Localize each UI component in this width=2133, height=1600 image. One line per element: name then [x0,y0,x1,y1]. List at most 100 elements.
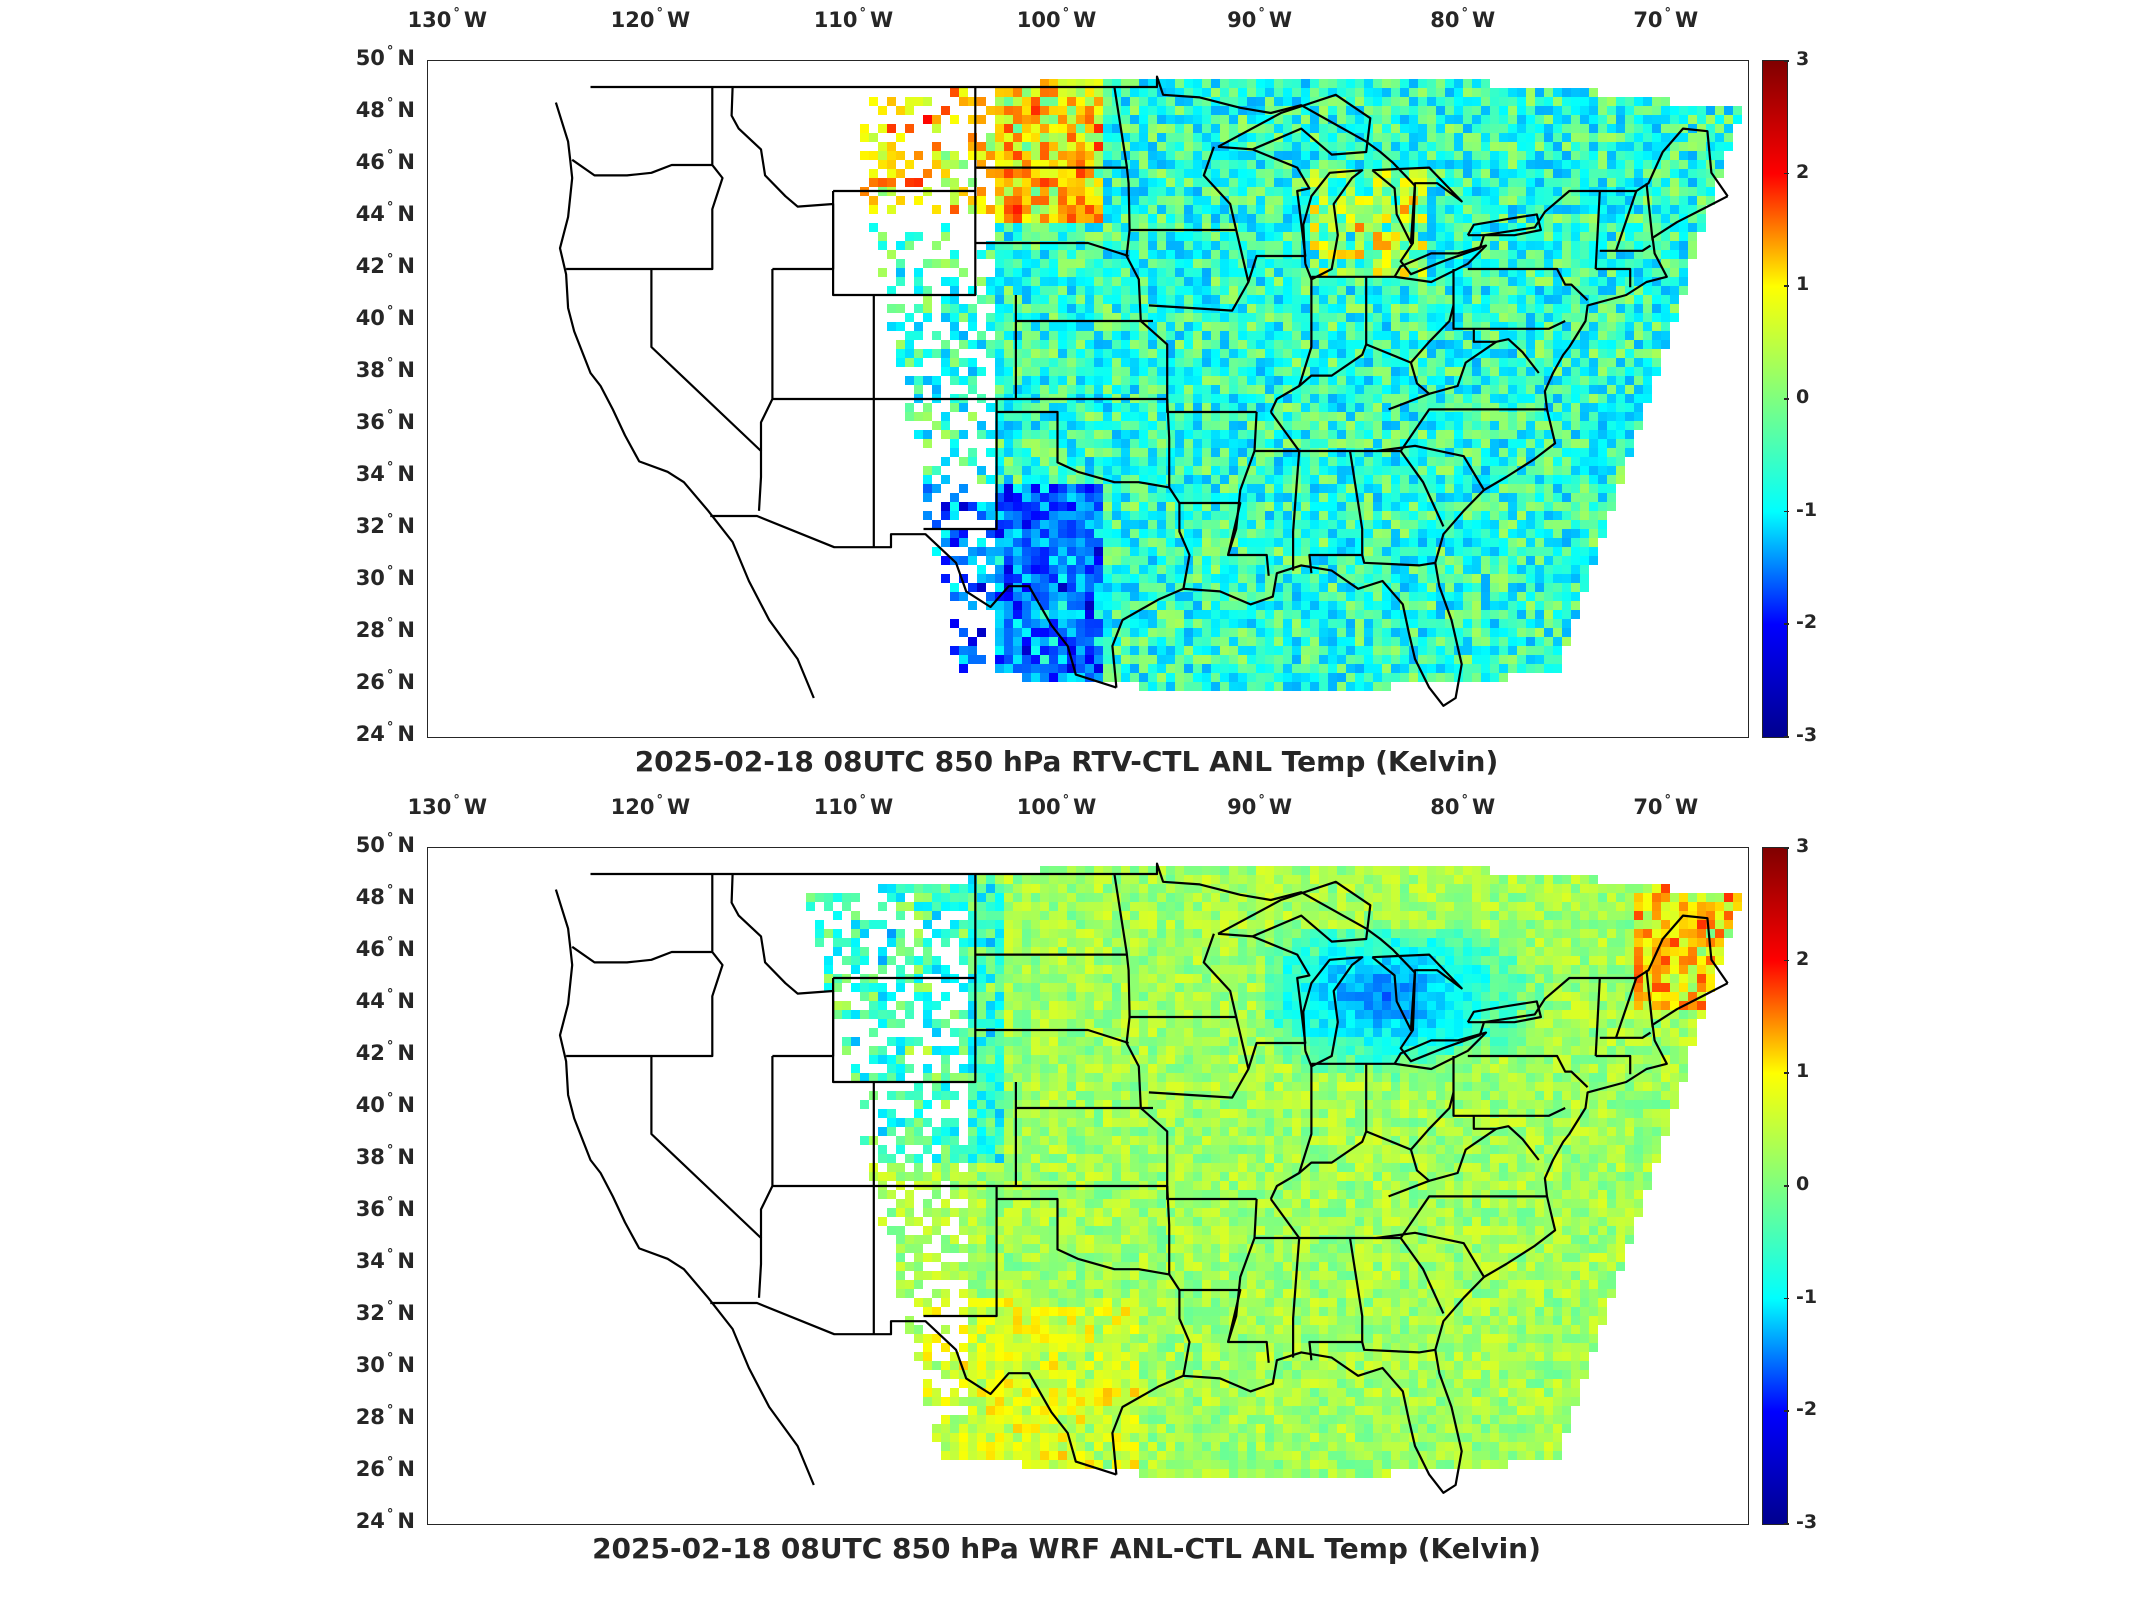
state-boundary [730,873,835,1058]
latitude-tick-label: 42 ° N [355,252,415,278]
map-svg [554,862,1742,1494]
colorbar-tick-mark [1784,959,1789,962]
state-boundary [1599,244,1652,252]
state-boundary [1178,1290,1191,1376]
latitude-tick-label: 42 ° N [355,1039,415,1065]
colorbar-tick-label: -1 [1796,1285,1818,1308]
state-boundary [1467,1054,1589,1088]
colorbar-tick-mark [1784,1185,1789,1187]
state-boundary [996,1185,1171,1276]
state-boundary [1452,1056,1566,1117]
map-svg [554,75,1742,707]
state-boundary [772,1082,875,1188]
colorbar-tick-label: -2 [1796,1398,1818,1421]
state-boundary [1614,977,1638,1039]
latitude-tick-label: 40 ° N [355,304,415,330]
great-lake-outline [1302,169,1364,281]
latitude-tick-label: 40 ° N [355,1091,415,1117]
state-boundary [1595,267,1632,288]
state-boundary [1298,1063,1313,1174]
state-boundary [1168,1273,1270,1363]
map-outlines [554,862,1729,1494]
great-lake-outline [1371,166,1463,245]
great-lake-outline [1371,953,1463,1032]
mexico-border [710,514,1117,689]
state-boundary [975,1028,1129,1045]
colorbar-tick-mark [1784,510,1789,513]
latitude-tick-label: 38 ° N [355,1143,415,1169]
state-boundary [996,398,1171,489]
longitude-tick-label: 90 ° W [1227,793,1293,819]
state-boundary [1361,1341,1436,1354]
longitude-tick-label: 130 ° W [407,793,488,819]
state-boundary [1452,269,1566,330]
colorbar-tick-label: 0 [1796,1173,1810,1195]
colorbar-tick-mark [1784,285,1789,287]
state-boundary [1178,503,1191,589]
colorbar-tick-mark [1784,1072,1789,1074]
colorbar-tick-mark [1784,172,1789,175]
colorbar-tick-label: 1 [1796,1060,1810,1083]
state-boundary [566,874,724,1058]
longitude-tick-label: 120 ° W [610,6,691,32]
state-boundary [1376,444,1485,491]
state-boundary [923,1186,998,1318]
colorbar-tick-mark [1784,1410,1789,1412]
state-boundary [1376,1231,1485,1278]
state-boundary [1269,1130,1431,1200]
latitude-tick-label: 32 ° N [355,1299,415,1325]
state-boundary [1269,411,1301,571]
colorbar-tick-mark [1784,1297,1789,1300]
state-boundary [1148,933,1250,1099]
state-boundary [566,87,724,271]
state-boundary [1308,1237,1364,1361]
latitude-tick-label: 50 ° N [355,831,415,857]
latitude-tick-label: 46 ° N [355,935,415,961]
state-boundary [650,269,763,511]
colorbar-tick-label: 0 [1796,386,1810,408]
panel-title: 2025-02-18 08UTC 850 hPa RTV-CTL ANL Tem… [634,745,1499,778]
map-outlines [554,75,1729,707]
great-lake-outline [1466,1000,1543,1024]
longitude-tick-label: 90 ° W [1227,6,1293,32]
latitude-tick-label: 26 ° N [355,668,415,694]
great-lake-outline [1393,244,1488,284]
state-boundary [571,945,713,964]
state-boundary [1472,328,1540,374]
state-boundary [1113,86,1257,414]
latitude-tick-label: 44 ° N [355,200,415,226]
state-boundary [1599,1031,1652,1039]
state-boundary [772,295,875,401]
longitude-tick-label: 130 ° W [407,6,488,32]
gulf-atlantic-coastline [1111,982,1729,1494]
state-boundary [1614,190,1638,252]
longitude-tick-label: 70 ° W [1633,6,1699,32]
state-boundary [1399,1237,1445,1314]
colorbar-tick-label: -3 [1796,724,1818,746]
latitude-tick-label: 24 ° N [355,720,415,746]
state-boundary [759,1056,774,1238]
state-boundary [1467,267,1589,301]
longitude-tick-label: 100 ° W [1016,793,1097,819]
longitude-tick-label: 80 ° W [1430,793,1496,819]
colorbar-tick-mark [1784,623,1789,625]
state-boundary [1247,148,1311,283]
state-boundary [1269,1198,1301,1358]
colorbar-tick-label: -1 [1796,498,1818,521]
colorbar-tick-label: 2 [1796,160,1810,183]
latitude-tick-label: 26 ° N [355,1455,415,1481]
colorbar-tick-mark [1784,847,1789,849]
latitude-tick-label: 38 ° N [355,356,415,382]
colorbar-tick-label: 3 [1796,48,1810,70]
longitude-tick-label: 70 ° W [1633,793,1699,819]
canada-border [590,75,1729,276]
state-boundary [1247,935,1311,1070]
state-boundary [1472,1115,1540,1161]
state-boundary [1399,450,1445,527]
state-boundary [1227,1198,1258,1343]
state-boundary [1594,190,1601,270]
latitude-tick-label: 50 ° N [355,44,415,70]
latitude-tick-label: 34 ° N [355,1247,415,1273]
longitude-tick-label: 110 ° W [813,6,894,32]
longitude-tick-label: 100 ° W [1016,6,1097,32]
